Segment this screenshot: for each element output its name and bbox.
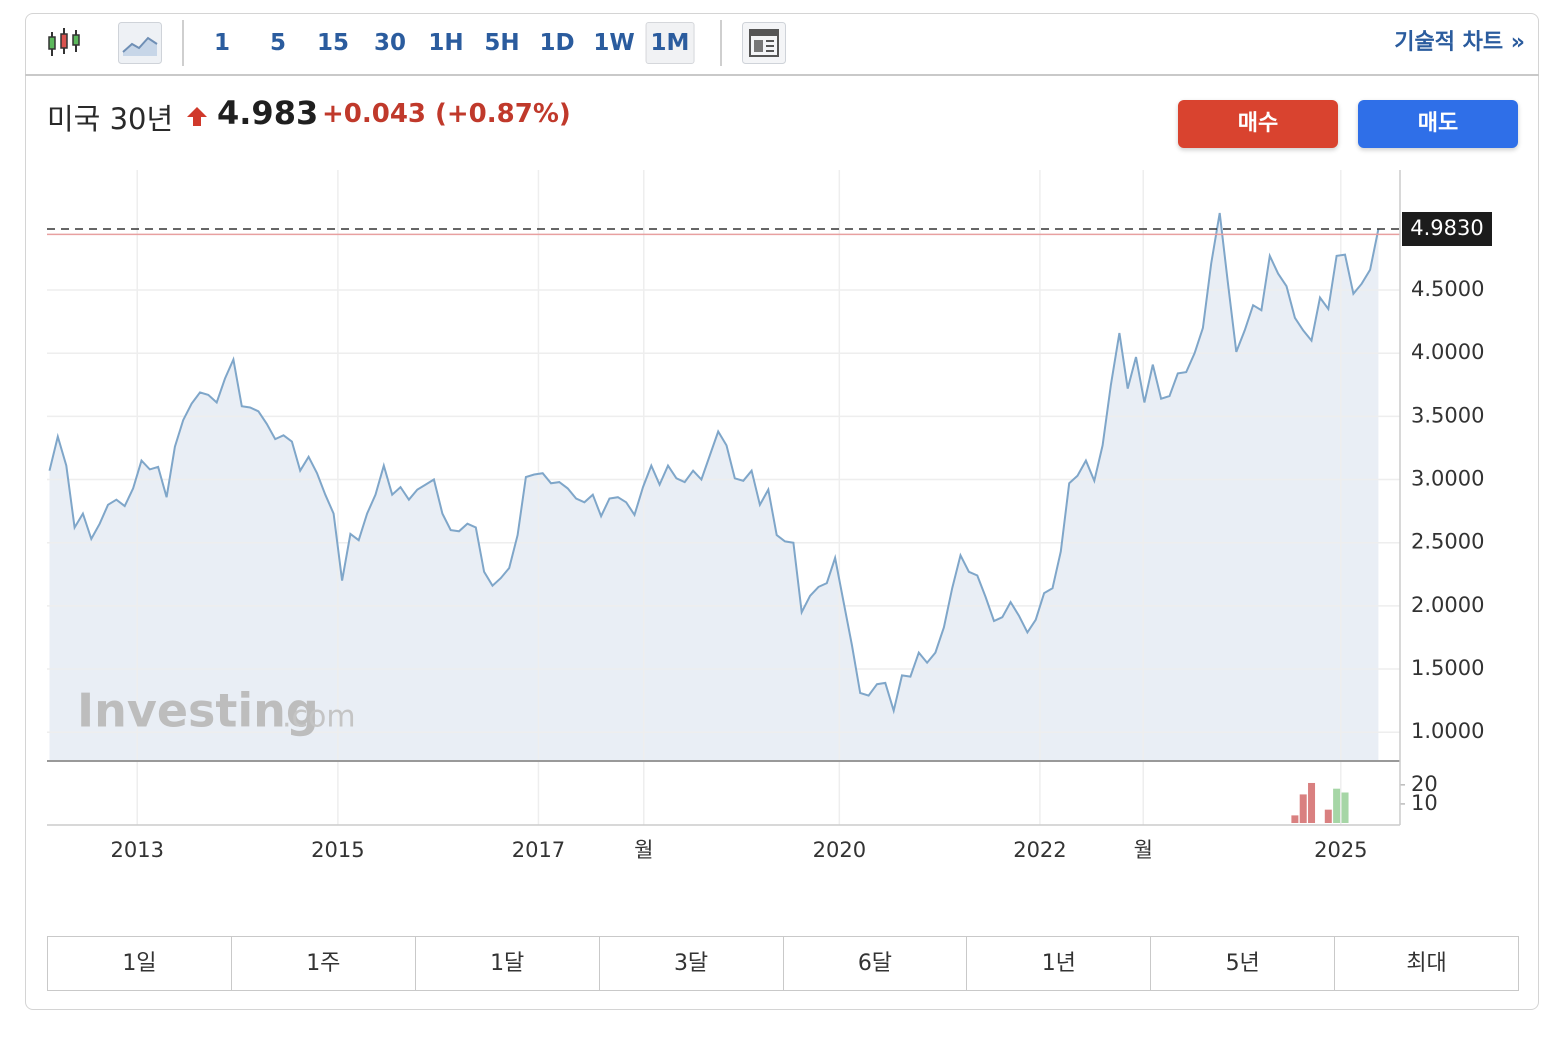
y-tick-label: 2.5000: [1411, 530, 1484, 554]
sell-button[interactable]: 매도: [1358, 100, 1518, 148]
price-change: +0.043: [322, 99, 427, 129]
candlestick-icon[interactable]: [46, 22, 84, 64]
price-line: [48, 212, 1380, 715]
y-tick-label: 1.5000: [1411, 656, 1484, 680]
y-tick-label: 3.0000: [1411, 467, 1484, 491]
x-tick-label: 2015: [311, 838, 364, 862]
interval-button[interactable]: 1W: [593, 30, 635, 56]
y-tick-label: 1.0000: [1411, 719, 1484, 743]
line-chart-icon[interactable]: [118, 22, 162, 64]
area-fill: [49, 213, 1379, 760]
toolbar-separator: [720, 20, 722, 66]
x-tick-label: 2013: [111, 838, 164, 862]
current-price-tag: [1402, 212, 1492, 246]
toolbar-divider: [25, 74, 1539, 76]
x-tick-label: 2017: [512, 838, 565, 862]
x-tick-label: 월: [634, 838, 653, 862]
interval-button[interactable]: 5: [269, 30, 286, 56]
range-button[interactable]: 1주: [232, 937, 416, 990]
widget-card: [25, 13, 1539, 1010]
volume-bar: [1291, 815, 1299, 823]
layout-icon[interactable]: [742, 22, 786, 64]
volume-bar: [1324, 809, 1332, 823]
range-selector: 1일 1주 1달 3달 6달 1년 5년 최대: [47, 936, 1519, 991]
x-tick-label: 월: [1134, 838, 1153, 862]
range-button[interactable]: 3달: [600, 937, 784, 990]
price-change-percent: (+0.87%): [435, 99, 571, 129]
technical-chart-link[interactable]: 기술적 차트 »: [1394, 30, 1525, 55]
current-price-label: 4.9830: [1410, 216, 1483, 240]
y-tick-label: 4.5000: [1411, 277, 1484, 301]
instrument-name: 미국 30년: [47, 102, 174, 136]
chart: Investing .com 2013 2015 2017 월 2020 2022 월 202…: [47, 170, 1492, 862]
range-button[interactable]: 최대: [1406, 951, 1447, 976]
up-arrow: [187, 107, 207, 126]
y-tick-label: 4.0000: [1411, 340, 1484, 364]
interval-button[interactable]: 15: [316, 30, 350, 56]
range-button[interactable]: 5년: [1151, 937, 1336, 990]
volume-bar: [1333, 788, 1341, 823]
x-tick-label: 2022: [1013, 838, 1066, 862]
x-tick-label: 2020: [813, 838, 866, 862]
last-price: 4.983: [217, 94, 319, 132]
interval-button[interactable]: 1D: [539, 30, 575, 56]
range-button[interactable]: 1달: [416, 937, 600, 990]
volume-tick-label: 10: [1411, 791, 1438, 815]
interval-button[interactable]: 1H: [428, 30, 464, 56]
interval-button[interactable]: 1: [213, 30, 230, 56]
y-tick-label: 3.5000: [1411, 403, 1484, 427]
toolbar-separator: [182, 20, 184, 66]
volume-bar: [1308, 782, 1316, 823]
range-button[interactable]: 1년: [967, 937, 1152, 990]
y-tick-label: 2.0000: [1411, 593, 1484, 617]
watermark-domain: .com: [282, 700, 356, 735]
volume-bar: [1299, 794, 1307, 823]
interval-button[interactable]: 1M: [645, 22, 695, 64]
watermark-brand: Investing: [77, 684, 319, 738]
range-button[interactable]: 6달: [784, 937, 968, 990]
buy-button[interactable]: 매수: [1178, 100, 1338, 148]
interval-button[interactable]: 30: [373, 30, 407, 56]
interval-button[interactable]: 5H: [484, 30, 520, 56]
range-button[interactable]: 1일: [48, 937, 232, 990]
x-tick-label: 2025: [1314, 838, 1367, 862]
volume-bar: [1341, 792, 1349, 823]
volume-tick-label: 20: [1411, 772, 1438, 796]
